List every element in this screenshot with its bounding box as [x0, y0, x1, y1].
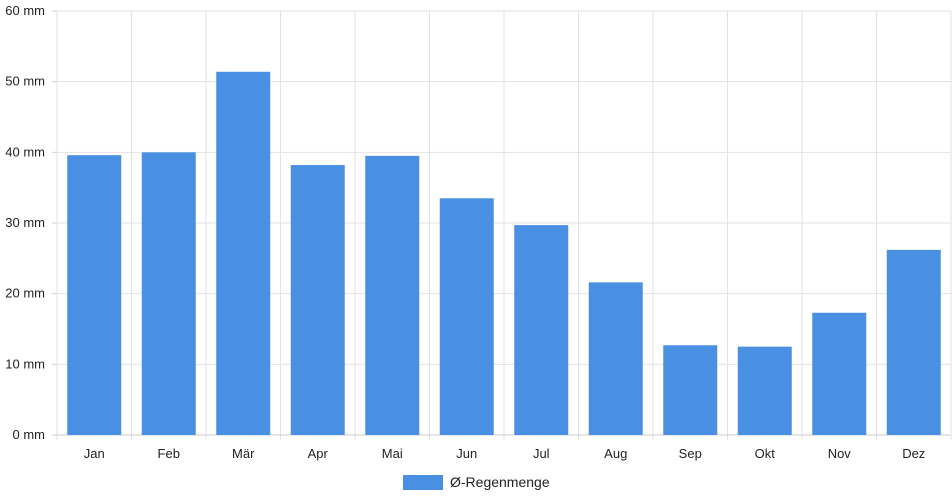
- legend-swatch: [403, 475, 443, 490]
- x-tick-label: Jul: [533, 446, 550, 461]
- bar-jan[interactable]: [67, 155, 122, 435]
- x-tick-label: Nov: [828, 446, 852, 461]
- y-tick-label: 10 mm: [5, 356, 45, 371]
- y-tick-label: 30 mm: [5, 215, 45, 230]
- bar-aug[interactable]: [588, 282, 643, 435]
- y-tick-label: 0 mm: [13, 427, 46, 442]
- x-tick-label: Dez: [902, 446, 925, 461]
- bar-jul[interactable]: [514, 225, 569, 435]
- bar-jun[interactable]: [439, 198, 494, 435]
- x-tick-label: Apr: [308, 446, 329, 461]
- x-tick-label: Jun: [456, 446, 477, 461]
- y-tick-label: 50 mm: [5, 74, 45, 89]
- bar-dez[interactable]: [886, 249, 941, 435]
- y-tick-label: 60 mm: [5, 3, 45, 18]
- bar-mai[interactable]: [365, 155, 420, 435]
- x-tick-label: Sep: [679, 446, 702, 461]
- bar-sep[interactable]: [663, 345, 718, 435]
- bars: [67, 71, 941, 436]
- y-tick-label: 40 mm: [5, 144, 45, 159]
- bar-mär[interactable]: [216, 71, 271, 436]
- x-tick-label: Feb: [158, 446, 180, 461]
- x-tick-label: Jan: [84, 446, 105, 461]
- bar-feb[interactable]: [141, 152, 196, 436]
- legend-label: Ø-Regenmenge: [450, 474, 550, 490]
- x-tick-label: Mär: [232, 446, 255, 461]
- bar-nov[interactable]: [812, 312, 867, 435]
- x-axis-ticks: Jan Feb Mär Apr Mai Jun Jul Aug Sep Okt Nov Dez: [84, 446, 926, 461]
- x-tick-label: Aug: [604, 446, 627, 461]
- grid-lines: [52, 10, 952, 440]
- y-axis-ticks: 0 mm 10 mm 20 mm 30 mm 40 mm 50 mm 60 mm: [5, 3, 45, 442]
- x-tick-label: Mai: [382, 446, 403, 461]
- x-tick-label: Okt: [755, 446, 776, 461]
- bar-okt[interactable]: [737, 346, 792, 435]
- legend[interactable]: Ø-Regenmenge: [403, 474, 550, 490]
- bar-apr[interactable]: [290, 165, 345, 435]
- y-tick-label: 20 mm: [5, 286, 45, 301]
